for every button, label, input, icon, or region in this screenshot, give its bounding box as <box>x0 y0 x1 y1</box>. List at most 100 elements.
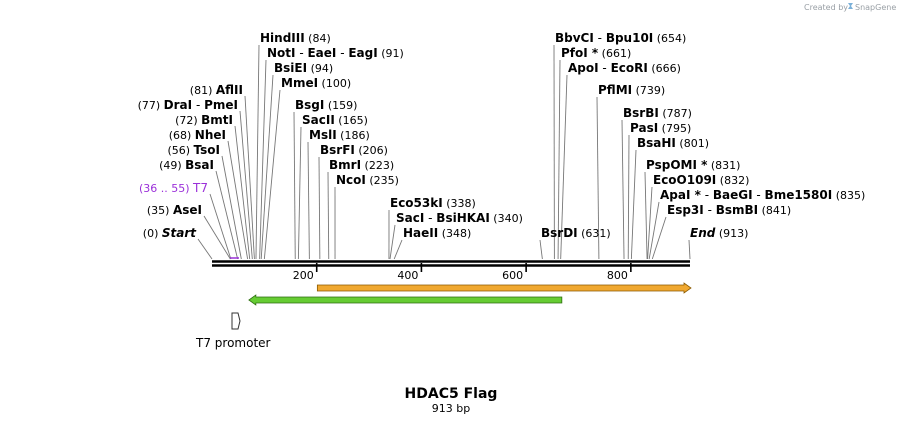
scale-tick-label: 400 <box>397 269 418 282</box>
site-leader <box>560 74 568 260</box>
site-position: (84) <box>305 32 331 45</box>
site-leader <box>647 186 653 260</box>
site-label: PfoI * (661) <box>561 46 631 60</box>
enzyme-name: BbvCI <box>555 31 594 45</box>
enzyme-name: End <box>690 226 716 240</box>
site-label: (49) BsaI <box>159 158 214 172</box>
site-label: NcoI (235) <box>336 173 399 187</box>
enzyme-name: BsaHI <box>637 136 676 150</box>
site-label: MslI (186) <box>309 128 370 142</box>
site-position: (68) <box>169 129 195 142</box>
site-label: ApoI - EcoRI (666) <box>568 61 681 75</box>
site-leader <box>263 89 281 260</box>
enzyme-name: SacII <box>302 113 335 127</box>
site-leader <box>557 59 561 260</box>
site-leader <box>239 110 253 260</box>
site-label: BsrFI (206) <box>320 143 388 157</box>
enzyme-separator: - <box>192 98 204 112</box>
site-position: (235) <box>366 174 399 187</box>
enzyme-name: BsgI <box>295 98 324 112</box>
enzyme-name: BsrFI <box>320 143 355 157</box>
enzyme-name: BaeGI <box>713 188 753 202</box>
snapgene-logo-icon <box>848 3 853 9</box>
enzyme-name: Eco53kI <box>390 196 443 210</box>
site-label: BsrBI (787) <box>623 106 692 120</box>
enzyme-separator: - <box>701 188 713 202</box>
site-leader <box>651 216 667 260</box>
site-label: (77) DraI - PmeI <box>138 98 238 112</box>
backbone <box>212 260 690 267</box>
site-position: (0) <box>143 227 162 240</box>
enzyme-separator: - <box>753 188 765 202</box>
enzyme-name: NcoI <box>336 173 366 187</box>
site-leader <box>627 134 630 260</box>
site-leader <box>259 59 267 260</box>
site-leader-lines <box>197 44 691 260</box>
site-position: (787) <box>659 107 692 120</box>
enzyme-name: BsaI <box>185 158 214 172</box>
site-position: (631) <box>578 227 611 240</box>
site-position: (56) <box>167 144 193 157</box>
site-position: (801) <box>676 137 709 150</box>
credit-watermark: Created by SnapGene <box>804 3 896 12</box>
enzyme-name: SacI <box>396 211 424 225</box>
enzyme-name: BsmBI <box>716 203 758 217</box>
enzyme-name: EagI <box>348 46 377 60</box>
site-position: (340) <box>490 212 523 225</box>
site-leader <box>255 44 260 260</box>
enzyme-name: T7 <box>192 181 208 195</box>
site-leader <box>209 193 232 260</box>
enzyme-name: NotI <box>267 46 296 60</box>
site-label: PasI (795) <box>630 121 691 135</box>
enzyme-name: TsoI <box>194 143 220 157</box>
site-position: (841) <box>758 204 791 217</box>
site-label: End (913) <box>690 226 748 240</box>
credit-text: Created by <box>804 3 848 12</box>
enzyme-name: EcoO109I <box>653 173 716 187</box>
enzyme-name: Start <box>162 226 197 240</box>
site-leader <box>644 171 648 260</box>
site-position: (165) <box>335 114 368 127</box>
enzyme-separator: - <box>594 31 606 45</box>
enzyme-name: HindIII <box>260 31 305 45</box>
credit-brand: SnapGene <box>855 3 896 12</box>
site-leader <box>393 239 403 260</box>
enzyme-name: Bpu10I <box>606 31 653 45</box>
enzyme-name: ApaI * <box>660 188 702 202</box>
enzyme-name: BsiHKAI <box>436 211 490 225</box>
site-leader <box>221 155 242 260</box>
site-label: BsaHI (801) <box>637 136 709 150</box>
site-leader <box>297 126 302 260</box>
site-label: BmrI (223) <box>329 158 394 172</box>
enzyme-name: AflII <box>216 83 243 97</box>
site-label: HindIII (84) <box>260 31 331 45</box>
site-position: (36 .. 55) <box>139 182 193 195</box>
site-leader <box>648 201 660 260</box>
site-label: (56) TsoI <box>167 143 220 157</box>
site-label: Eco53kI (338) <box>390 196 476 210</box>
site-label: (68) NheI <box>169 128 226 142</box>
site-label: (36 .. 55) T7 <box>139 181 208 195</box>
site-position: (186) <box>337 129 370 142</box>
enzyme-name: BsrBI <box>623 106 659 120</box>
site-label: BsrDI (631) <box>541 226 611 240</box>
site-leader <box>260 74 274 260</box>
site-leader <box>539 239 543 260</box>
site-label: NotI - EaeI - EagI (91) <box>267 46 404 60</box>
feature-track <box>248 282 692 306</box>
enzyme-name: BsrDI <box>541 226 578 240</box>
site-label: BbvCI - Bpu10I (654) <box>555 31 686 45</box>
site-position: (206) <box>355 144 388 157</box>
promoter-label: T7 promoter <box>195 336 271 350</box>
site-position: (831) <box>707 159 740 172</box>
site-position: (77) <box>138 99 164 112</box>
site-label: HaeII (348) <box>403 226 471 240</box>
site-label: MmeI (100) <box>281 76 351 90</box>
enzyme-name: Bme1580I <box>765 188 833 202</box>
site-label: EcoO109I (832) <box>653 173 749 187</box>
site-position: (338) <box>443 197 476 210</box>
enzyme-name: BsiEI <box>274 61 307 75</box>
site-leader <box>688 239 691 260</box>
site-label: (72) BmtI <box>175 113 233 127</box>
